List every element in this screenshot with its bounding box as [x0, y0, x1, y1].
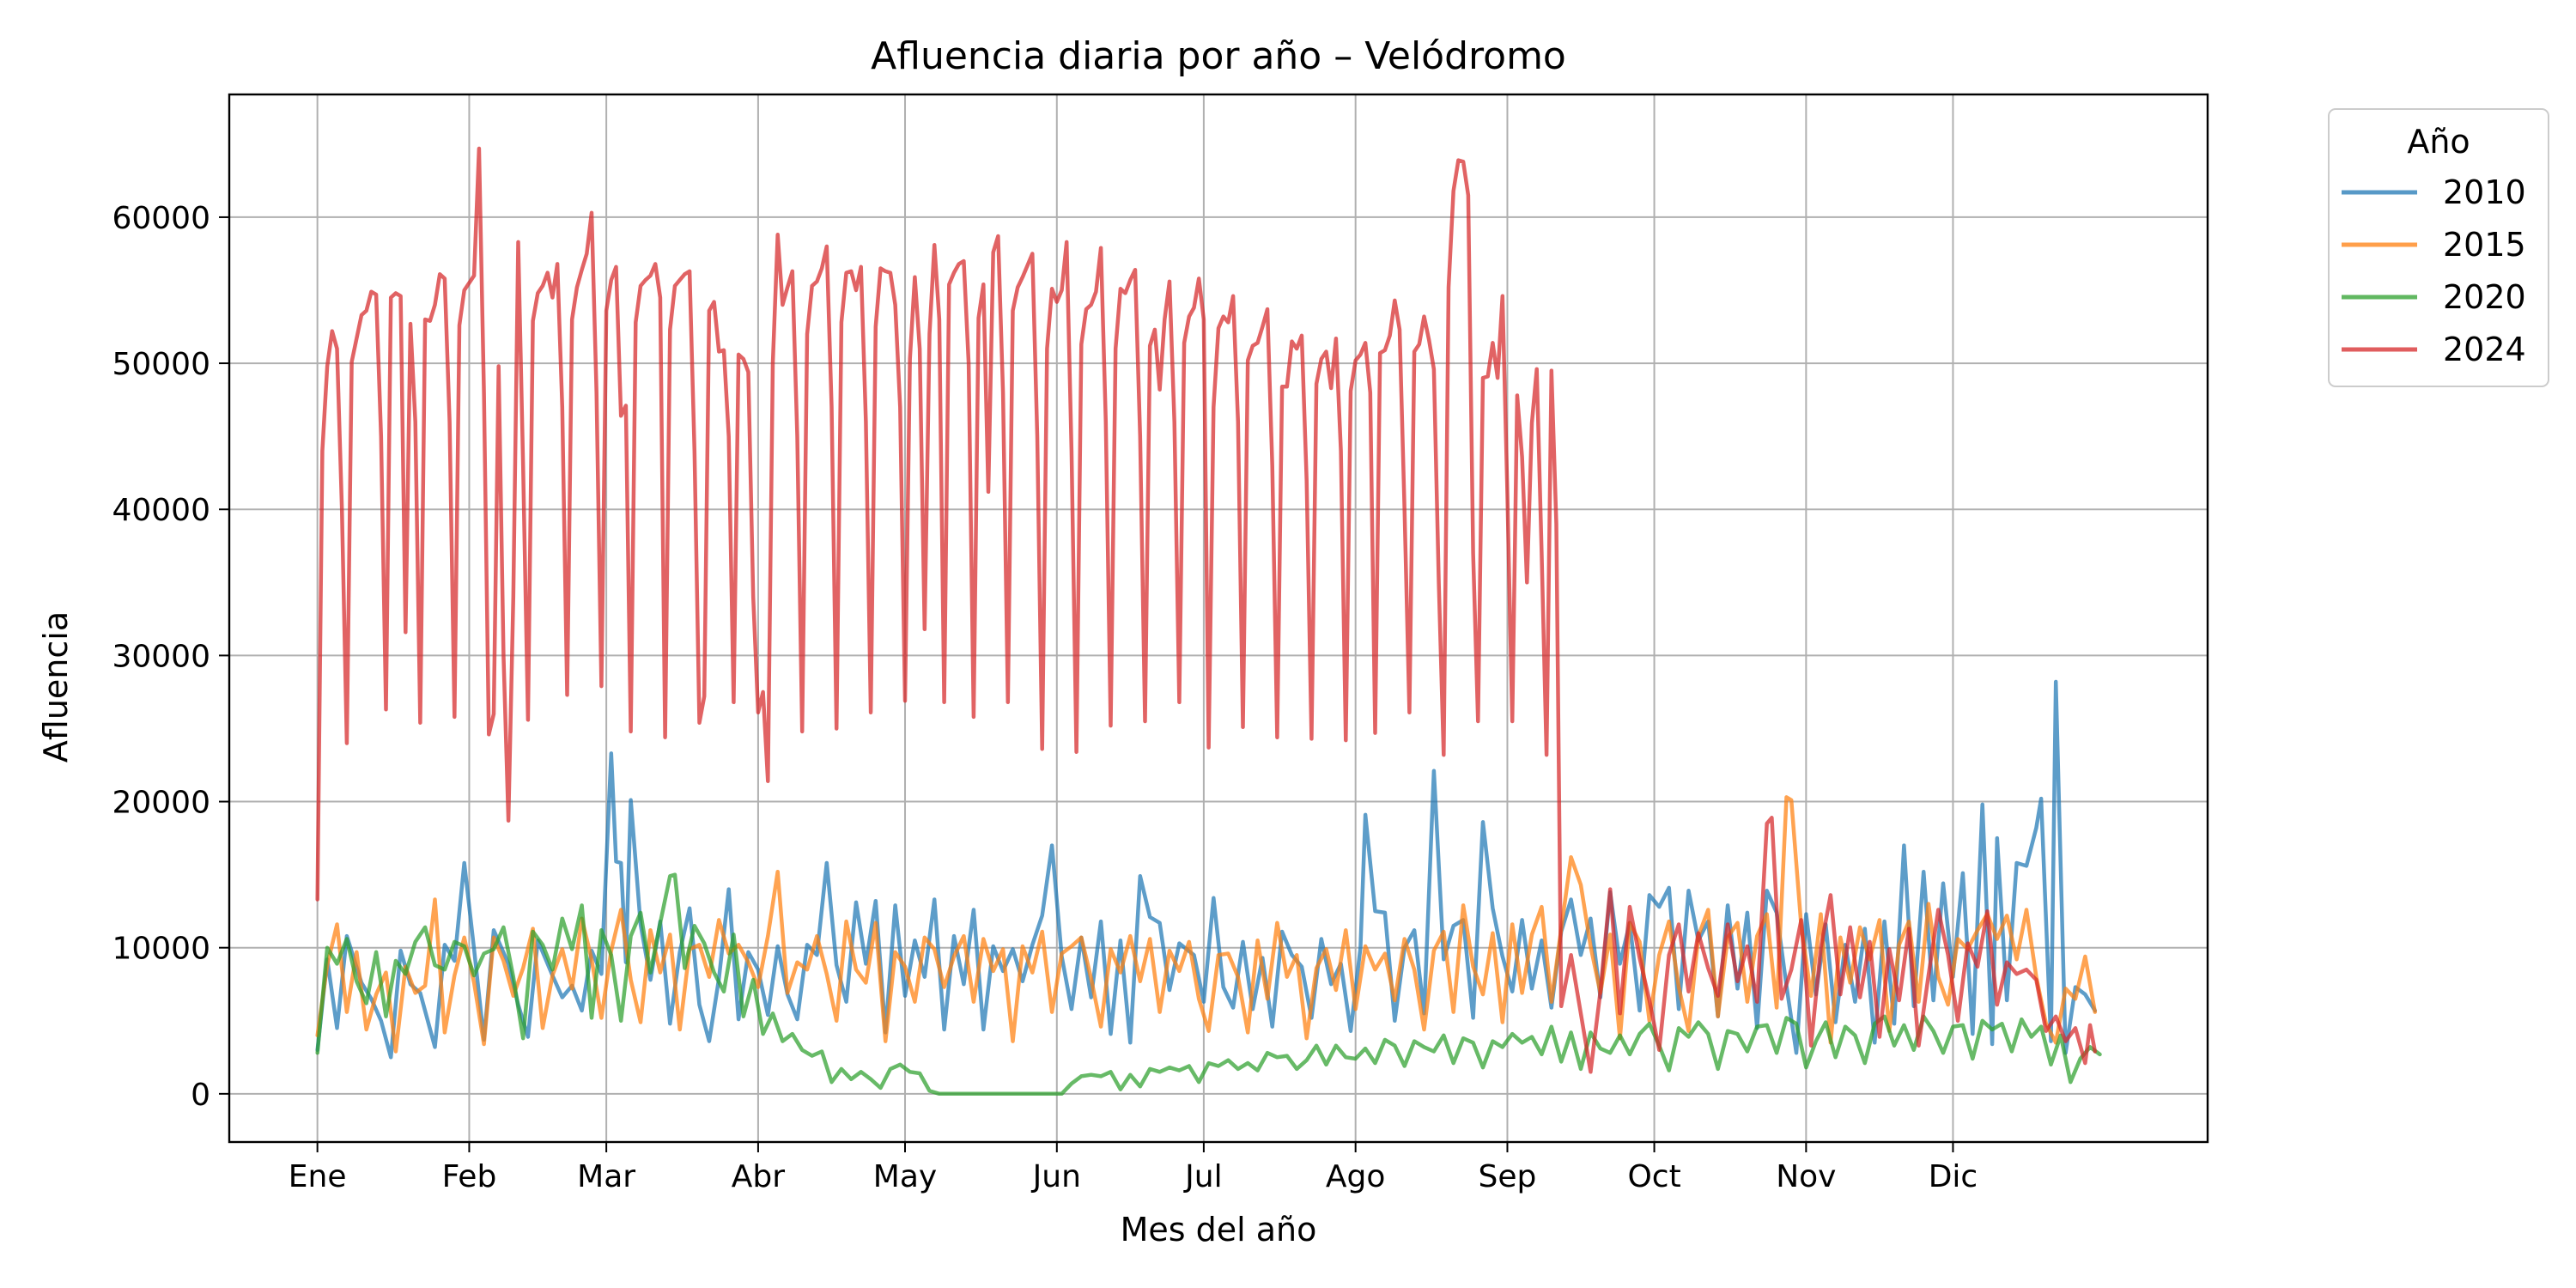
- x-tick-label: Jun: [1031, 1159, 1081, 1194]
- x-tick-label: Oct: [1627, 1159, 1680, 1194]
- y-axis-label: Afluencia: [37, 611, 75, 762]
- x-tick-label: Mar: [577, 1159, 635, 1194]
- x-tick-label: Nov: [1776, 1159, 1836, 1194]
- x-tick-label: Ene: [289, 1159, 347, 1194]
- plot-frame: [228, 93, 2209, 1144]
- x-tick-label: May: [873, 1159, 937, 1194]
- y-tick-label: 30000: [112, 639, 210, 674]
- legend-box: [2328, 108, 2549, 387]
- y-tick-label: 40000: [112, 493, 210, 528]
- x-tick-label: Abr: [732, 1159, 785, 1194]
- legend-label-2020: 2020: [2443, 278, 2526, 316]
- legend-label-2015: 2015: [2443, 226, 2526, 264]
- y-tick-label: 10000: [112, 932, 210, 967]
- x-tick-label: Dic: [1929, 1159, 1978, 1194]
- series-line-2015: [315, 795, 2098, 1054]
- legend-title: Año: [2407, 123, 2470, 161]
- series-line-2020: [315, 872, 2102, 1097]
- x-axis-label: Mes del año: [1121, 1211, 1317, 1249]
- x-tick-label: Jul: [1183, 1159, 1222, 1194]
- series-lines: [315, 146, 2102, 1097]
- y-tick-label: 50000: [112, 347, 210, 382]
- axes: Ene Feb Mar Abr May Jun Jul Ago Sep Oct Nov Dic 0 100…: [112, 201, 1978, 1194]
- series-line-2024: [315, 146, 2098, 1074]
- x-tick-label: Feb: [442, 1159, 497, 1194]
- series-line-2010: [315, 679, 2098, 1060]
- legend-label-2024: 2024: [2443, 331, 2526, 368]
- chart-title: Afluencia diaria por año – Velódromo: [871, 34, 1566, 78]
- x-tick-label: Ago: [1326, 1159, 1386, 1194]
- y-tick-label: 20000: [112, 786, 210, 821]
- x-tick-label: Sep: [1479, 1159, 1537, 1194]
- legend-label-2010: 2010: [2443, 173, 2526, 211]
- y-tick-label: 60000: [112, 201, 210, 236]
- legend: Año 2010 2015 2020 2024: [2328, 108, 2549, 387]
- y-tick-label: 0: [191, 1078, 210, 1113]
